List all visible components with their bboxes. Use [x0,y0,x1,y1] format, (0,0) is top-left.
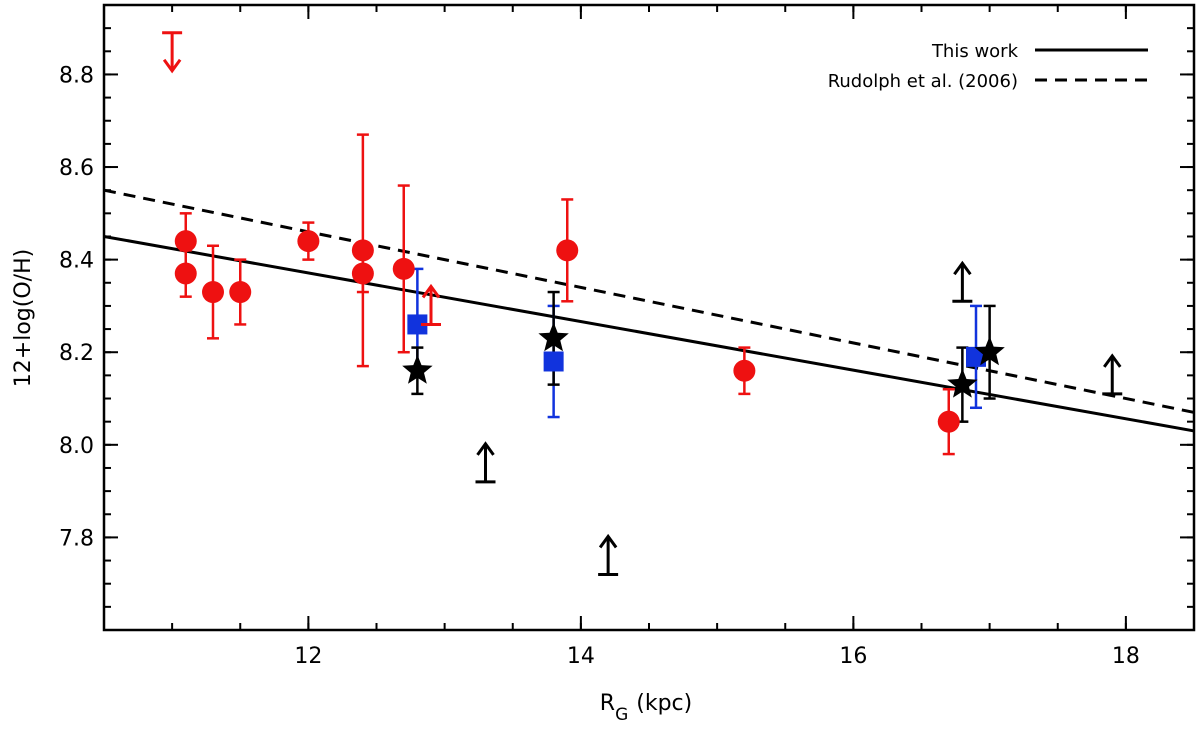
data-point-circle [733,359,756,382]
lower-limit-arrow [1102,353,1123,396]
data-point-circle [351,239,374,262]
y-tick-label: 8.0 [59,434,94,459]
y-tick-label: 8.8 [59,63,94,88]
x-axis-label-unit: (kpc) [636,691,692,716]
legend-label-this-work: This work [931,41,1019,62]
x-tick-label: 16 [839,644,867,669]
fit-line-rudolph [103,188,1195,414]
data-point-star [402,354,433,384]
legend-label-rudolph: Rudolph et al. (2006) [828,71,1018,92]
data-point-star [538,322,569,352]
data-point-circle [229,281,252,304]
upper-limit-arrow [162,31,183,74]
lower-limit-arrow [598,533,619,576]
x-axis-label-sub: G [615,705,628,725]
limit-head [1103,353,1122,368]
data-point-circle [556,239,579,262]
legend: This work Rudolph et al. (2006) [828,41,1148,92]
x-tick-label: 14 [567,644,595,669]
limit-head [162,58,182,74]
lower-limit-arrow [421,283,441,326]
data-point-star [947,368,978,398]
y-tick-label: 8.2 [59,341,94,366]
data-point-star [974,336,1005,366]
y-tick-label: 8.4 [59,249,94,274]
y-tick-label: 7.8 [59,526,94,551]
data-point-circle [297,230,320,253]
fit-line-this-work [103,235,1195,433]
lower-limit-arrow [952,260,973,303]
data-point-circle [174,262,197,285]
data-point-square [407,314,428,335]
limit-head [476,441,495,456]
data-point-circle [937,410,960,433]
data-point-square [543,351,564,372]
x-tick-label: 18 [1112,644,1140,669]
data-point-circle [392,257,415,280]
limit-head [953,260,972,276]
y-axis-label: 12+log(O/H) [11,249,36,387]
x-axis-label-main: R [600,691,615,716]
lower-limit-arrow [475,441,496,484]
y-tick-label: 8.6 [59,156,94,181]
x-tick-label: 12 [294,644,322,669]
limit-head [598,533,618,549]
limit-head [421,283,441,299]
data-point-circle [351,262,374,285]
x-axis-label: RG (kpc) [600,691,692,725]
data-point-circle [202,281,224,304]
data-point-circle [174,230,197,253]
plot-frame [102,3,1196,632]
